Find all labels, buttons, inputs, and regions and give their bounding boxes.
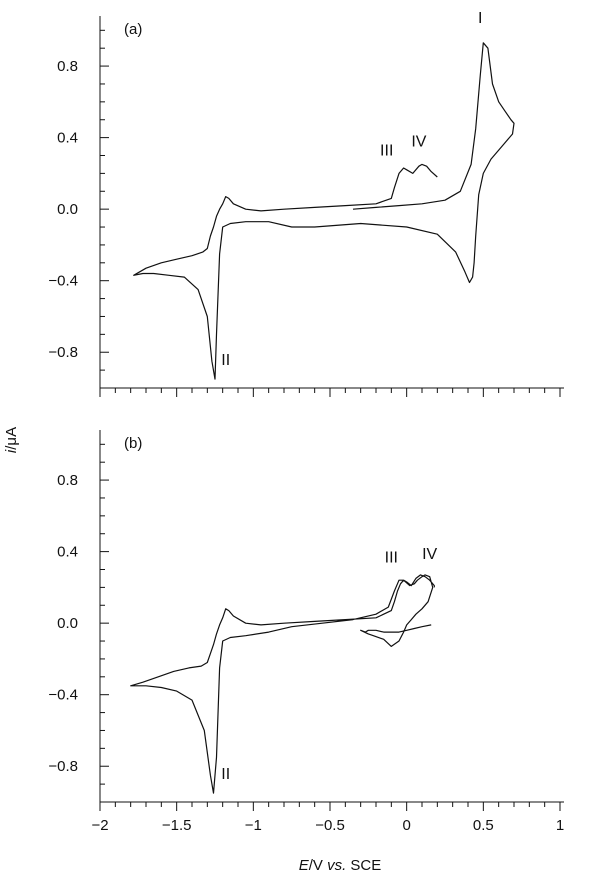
y-tick-label-a: −0.4 [48, 273, 78, 290]
y-tick-label-a: 0.8 [57, 58, 78, 75]
panel-label-a: (a) [124, 21, 142, 38]
x-tick-label-b: 1 [556, 817, 564, 834]
x-tick-label-b: −0.5 [315, 817, 345, 834]
y-tick-label-a: 0.0 [57, 201, 78, 218]
y-axis-title: i/μA [3, 427, 20, 453]
x-tick-label-b: 0 [402, 817, 410, 834]
peak-label-b: II [221, 766, 230, 783]
peak-label-a: I [478, 10, 482, 27]
x-axis-title-unit: /V [309, 857, 327, 874]
y-tick-label-b: 0.8 [57, 472, 78, 489]
x-axis-title-vs: vs. [327, 857, 346, 874]
y-tick-label-b: −0.8 [48, 758, 78, 775]
y-tick-label-b: −0.4 [48, 687, 78, 704]
peak-label-a: II [221, 352, 230, 369]
x-tick-label-b: −1.5 [162, 817, 192, 834]
x-tick-label-b: 0.5 [473, 817, 494, 834]
x-axis-title: E/V vs. SCE [299, 857, 382, 874]
panel-label-b: (b) [124, 435, 142, 452]
y-axis-title-symbol: i [3, 449, 20, 453]
x-axis-title-reference: SCE [346, 857, 381, 874]
y-tick-label-b: 0.0 [57, 615, 78, 632]
x-axis-title-symbol: E [299, 857, 310, 874]
y-tick-label-a: −0.8 [48, 344, 78, 361]
x-tick-label-b: −2 [91, 817, 108, 834]
x-tick-label-b: −1 [245, 817, 262, 834]
panel-b-plot: −0.8−0.40.00.40.8−2 −1.5 −1 −0.5 0 0.5 1(b)III… [48, 430, 564, 834]
cv-trace-b-0 [130, 574, 435, 794]
y-tick-label-b: 0.4 [57, 544, 78, 561]
cv-trace-a-0 [133, 42, 515, 380]
peak-label-b: IV [422, 546, 437, 563]
peak-label-a: III [380, 143, 393, 160]
y-axis-title-unit: /μA [3, 427, 20, 450]
y-tick-label-a: 0.4 [57, 130, 78, 147]
peak-label-b: III [385, 549, 398, 566]
peak-label-a: IV [411, 134, 426, 151]
